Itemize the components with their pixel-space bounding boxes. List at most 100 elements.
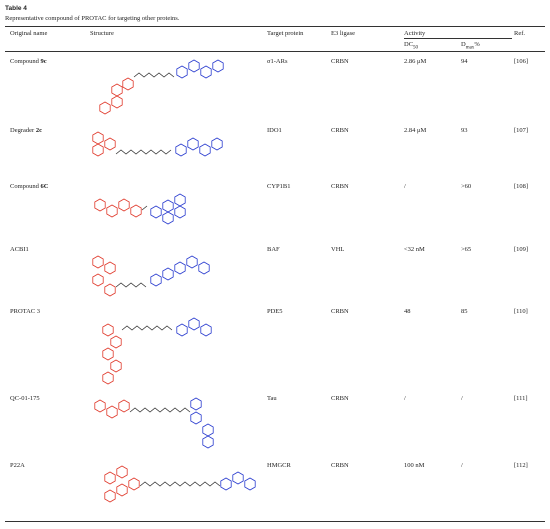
cell-dc: / bbox=[404, 183, 406, 190]
structure-stroke bbox=[176, 65, 188, 79]
col-header: Original name bbox=[10, 30, 48, 37]
text: D bbox=[461, 41, 466, 48]
structure-stroke bbox=[244, 477, 256, 491]
structure-stroke bbox=[92, 143, 104, 157]
structure-stroke bbox=[202, 423, 214, 437]
rule bbox=[5, 26, 545, 27]
structure-stroke bbox=[188, 59, 200, 73]
structure-stroke bbox=[104, 261, 116, 275]
cell-ref: [106] bbox=[514, 58, 529, 65]
compound-name: Degrader 2c bbox=[10, 127, 42, 134]
cell-ref: [110] bbox=[514, 308, 528, 315]
cell-target: Tau bbox=[267, 395, 277, 402]
structure-stroke bbox=[104, 489, 116, 503]
cell-e3: CRBN bbox=[331, 395, 349, 402]
col-header: Target protein bbox=[267, 30, 304, 37]
rule bbox=[5, 51, 545, 52]
structure-stroke bbox=[118, 399, 130, 413]
cell-target: σ1-ARs bbox=[267, 58, 288, 65]
text: % bbox=[474, 41, 480, 48]
compound-name: Compound 6C bbox=[10, 183, 48, 190]
cell-e3: CRBN bbox=[331, 462, 349, 469]
cell-e3: CRBN bbox=[331, 127, 349, 134]
structure-stroke bbox=[174, 193, 186, 207]
col-header: Structure bbox=[90, 30, 114, 37]
structure-stroke bbox=[104, 137, 116, 151]
structure-stroke bbox=[199, 143, 211, 157]
structure-stroke bbox=[150, 273, 162, 287]
col-header: Activity bbox=[404, 30, 426, 37]
text: ACBI1 bbox=[10, 246, 29, 253]
text: PROTAC 3 bbox=[10, 308, 40, 315]
structure-stroke bbox=[162, 199, 174, 213]
text: Compound bbox=[10, 183, 41, 190]
structure-stroke bbox=[118, 198, 130, 212]
structure-stroke bbox=[104, 471, 116, 485]
structure-stroke bbox=[128, 477, 140, 491]
table-caption: Representative compound of PROTAC for ta… bbox=[5, 15, 180, 22]
cell-dc: 48 bbox=[404, 308, 411, 315]
cell-dc: 2.84 μM bbox=[404, 127, 427, 134]
structure-stroke bbox=[232, 471, 244, 485]
structure-stroke bbox=[110, 335, 122, 349]
structure-stroke bbox=[92, 255, 104, 269]
structure-stroke bbox=[202, 435, 214, 449]
compound-name: QC-01-175 bbox=[10, 395, 40, 402]
cell-ref: [108] bbox=[514, 183, 529, 190]
subcol-header: DC50 bbox=[404, 41, 418, 50]
text: P22A bbox=[10, 462, 25, 469]
structure-stroke bbox=[139, 481, 221, 487]
structure-stroke bbox=[102, 347, 114, 361]
structure-stroke bbox=[200, 323, 212, 337]
structure-stroke bbox=[190, 397, 202, 411]
rule bbox=[404, 38, 512, 39]
cell-ref: [107] bbox=[514, 127, 529, 134]
cell-target: BAF bbox=[267, 246, 280, 253]
structure-stroke bbox=[211, 137, 223, 151]
structure-stroke bbox=[102, 323, 114, 337]
text: DC bbox=[404, 41, 414, 48]
structure-stroke bbox=[220, 477, 232, 491]
structure-stroke bbox=[110, 359, 122, 373]
structure-stroke bbox=[115, 149, 172, 155]
structure-stroke bbox=[188, 317, 200, 331]
structure-stroke bbox=[198, 261, 210, 275]
cell-dmax: 93 bbox=[461, 127, 468, 134]
structure-stroke bbox=[150, 205, 162, 219]
compound-name: Compound 9c bbox=[10, 58, 47, 65]
cell-e3: CRBN bbox=[331, 183, 349, 190]
cell-dc: <32 nM bbox=[404, 246, 425, 253]
cell-ref: [109] bbox=[514, 246, 529, 253]
subcol-header: Dmax% bbox=[461, 41, 480, 50]
structure-stroke bbox=[106, 204, 118, 218]
structure-stroke bbox=[190, 411, 202, 425]
cell-dmax: / bbox=[461, 462, 463, 469]
structure-stroke bbox=[102, 371, 114, 385]
cell-dmax: 94 bbox=[461, 58, 468, 65]
structure-stroke bbox=[162, 211, 174, 225]
col-header: E3 ligase bbox=[331, 30, 356, 37]
cell-ref: [111] bbox=[514, 395, 528, 402]
structure-stroke bbox=[141, 205, 148, 211]
structure-stroke bbox=[116, 483, 128, 497]
structure-stroke bbox=[104, 283, 116, 297]
cell-target: PDE5 bbox=[267, 308, 283, 315]
cell-dc: 2.86 μM bbox=[404, 58, 427, 65]
structure-stroke bbox=[92, 131, 104, 145]
structure-stroke bbox=[111, 95, 123, 109]
structure-stroke bbox=[212, 59, 224, 73]
cell-e3: CRBN bbox=[331, 308, 349, 315]
structure-stroke bbox=[187, 137, 199, 151]
cell-e3: VHL bbox=[331, 246, 345, 253]
text: 50 bbox=[413, 45, 419, 51]
structure-stroke bbox=[186, 255, 198, 269]
compound-name: PROTAC 3 bbox=[10, 308, 40, 315]
cell-dmax: 85 bbox=[461, 308, 468, 315]
structure-stroke bbox=[122, 77, 134, 91]
cell-e3: CRBN bbox=[331, 58, 349, 65]
text: Degrader bbox=[10, 127, 36, 134]
text: 6C bbox=[40, 183, 49, 190]
compound-name: P22A bbox=[10, 462, 25, 469]
